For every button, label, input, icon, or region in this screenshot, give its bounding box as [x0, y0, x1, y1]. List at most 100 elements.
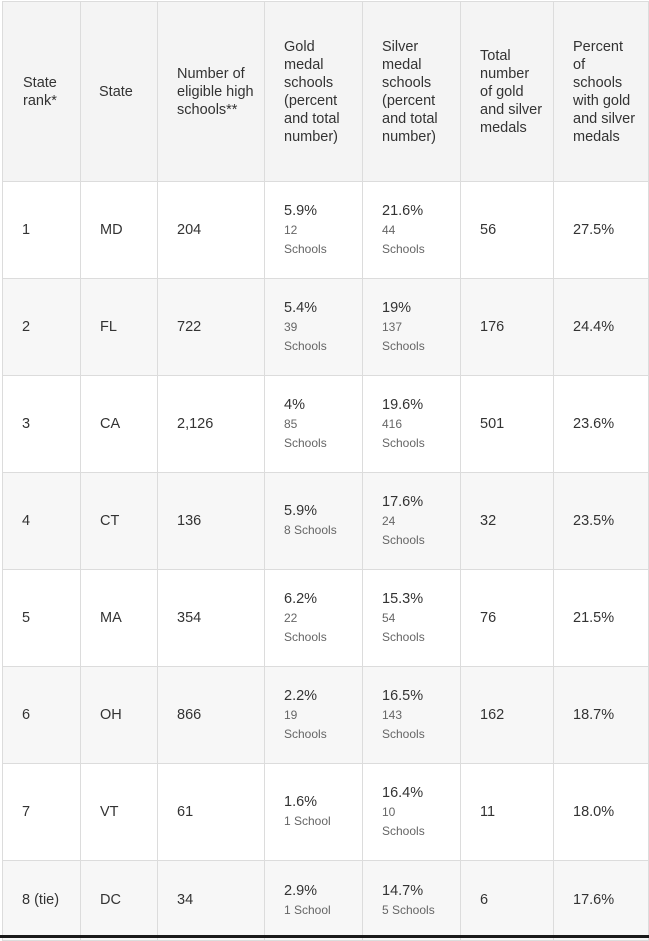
header-percent-with-medals: Percent of schools with gold and silver … [553, 1, 649, 182]
cell-gold: 2.2% 19 Schools [264, 666, 363, 764]
silver-percent: 14.7% [382, 882, 424, 899]
silver-count: 24 Schools [382, 513, 425, 547]
cell-state: CA [80, 375, 158, 473]
gold-count: 39 Schools [284, 319, 327, 353]
silver-count: 10 Schools [382, 804, 425, 838]
silver-percent: 15.3% [382, 590, 424, 607]
cell-silver: 19% 137 Schools [362, 278, 461, 376]
gold-percent: 1.6% [284, 794, 318, 810]
cell-percent: 17.6% [553, 860, 649, 941]
cell-rank: 6 [2, 666, 81, 764]
cell-state: VT [80, 763, 158, 861]
cell-gold: 1.6% 1 School [264, 763, 363, 861]
cell-silver: 16.5% 143 Schools [362, 666, 461, 764]
cell-state: MD [80, 181, 158, 279]
silver-percent: 21.6% [382, 202, 424, 219]
cell-total: 32 [460, 472, 554, 570]
table-row: 7 VT 61 1.6% 1 School 16.4% 10 Schools 11 … [2, 763, 649, 861]
gold-count: 22 Schools [284, 610, 327, 644]
cell-eligible: 2,126 [157, 375, 265, 473]
cell-percent: 21.5% [553, 569, 649, 667]
table-row: 6 OH 866 2.2% 19 Schools 16.5% 143 Schools… [2, 666, 649, 764]
table-row: 2 FL 722 5.4% 39 Schools 19% 137 Schools 1… [2, 278, 649, 376]
cell-gold: 2.9% 1 School [264, 860, 363, 941]
cell-eligible: 204 [157, 181, 265, 279]
silver-percent: 16.5% [382, 687, 424, 704]
cell-eligible: 866 [157, 666, 265, 764]
gold-percent: 2.9% [284, 882, 318, 899]
cell-total: 501 [460, 375, 554, 473]
cell-rank: 2 [2, 278, 81, 376]
cell-gold: 5.9% 12 Schools [264, 181, 363, 279]
cell-total: 56 [460, 181, 554, 279]
header-gold-medal-schools: Gold medal schools (percent and total nu… [264, 1, 363, 182]
cell-rank: 1 [2, 181, 81, 279]
cell-state: CT [80, 472, 158, 570]
silver-percent: 19.6% [382, 396, 424, 413]
cell-percent: 23.5% [553, 472, 649, 570]
table-row: 4 CT 136 5.9% 8 Schools 17.6% 24 Schools 3… [2, 472, 649, 570]
cell-silver: 16.4% 10 Schools [362, 763, 461, 861]
gold-count: 1 School [284, 814, 331, 828]
cell-percent: 18.0% [553, 763, 649, 861]
cell-eligible: 354 [157, 569, 265, 667]
cell-silver: 14.7% 5 Schools [362, 860, 461, 941]
silver-count: 416 Schools [382, 416, 425, 450]
silver-count: 54 Schools [382, 610, 425, 644]
silver-count: 44 Schools [382, 222, 425, 256]
cell-total: 11 [460, 763, 554, 861]
cell-gold: 4% 85 Schools [264, 375, 363, 473]
silver-percent: 16.4% [382, 784, 424, 801]
cell-percent: 23.6% [553, 375, 649, 473]
header-eligible-schools: Number of eligible high schools** [157, 1, 265, 182]
cell-state: OH [80, 666, 158, 764]
cell-rank: 5 [2, 569, 81, 667]
bottom-divider [0, 935, 649, 938]
cell-percent: 18.7% [553, 666, 649, 764]
silver-count: 143 Schools [382, 707, 425, 741]
cell-state: DC [80, 860, 158, 941]
silver-percent: 17.6% [382, 493, 424, 510]
cell-rank: 3 [2, 375, 81, 473]
gold-count: 1 School [284, 902, 331, 917]
header-total-medals: Total number of gold and silver medals [460, 1, 554, 182]
cell-percent: 27.5% [553, 181, 649, 279]
cell-gold: 5.9% 8 Schools [264, 472, 363, 570]
table-row: 3 CA 2,126 4% 85 Schools 19.6% 416 Schools… [2, 375, 649, 473]
cell-rank: 4 [2, 472, 81, 570]
cell-eligible: 61 [157, 763, 265, 861]
cell-state: FL [80, 278, 158, 376]
gold-percent: 6.2% [284, 590, 318, 607]
gold-count: 12 Schools [284, 222, 327, 256]
cell-state: MA [80, 569, 158, 667]
cell-total: 76 [460, 569, 554, 667]
gold-count: 19 Schools [284, 707, 327, 741]
cell-silver: 15.3% 54 Schools [362, 569, 461, 667]
cell-silver: 21.6% 44 Schools [362, 181, 461, 279]
cell-rank: 7 [2, 763, 81, 861]
gold-count: 85 Schools [284, 416, 327, 450]
cell-percent: 24.4% [553, 278, 649, 376]
gold-percent: 2.2% [284, 687, 318, 704]
table-header-row: State rank* State Number of eligible hig… [2, 1, 649, 182]
gold-percent: 5.9% [284, 503, 318, 519]
gold-percent: 5.9% [284, 202, 318, 219]
cell-eligible: 722 [157, 278, 265, 376]
header-state-rank: State rank* [2, 1, 81, 182]
cell-total: 162 [460, 666, 554, 764]
table-row: 1 MD 204 5.9% 12 Schools 21.6% 44 Schools … [2, 181, 649, 279]
cell-total: 6 [460, 860, 554, 941]
cell-rank: 8 (tie) [2, 860, 81, 941]
header-silver-medal-schools: Silver medal schools (percent and total … [362, 1, 461, 182]
gold-count: 8 Schools [284, 523, 337, 537]
silver-count: 137 Schools [382, 319, 425, 353]
silver-count: 5 Schools [382, 902, 435, 917]
gold-percent: 5.4% [284, 299, 318, 316]
table-row: 8 (tie) DC 34 2.9% 1 School 14.7% 5 School… [2, 860, 649, 941]
cell-eligible: 34 [157, 860, 265, 941]
cell-silver: 17.6% 24 Schools [362, 472, 461, 570]
gold-percent: 4% [284, 396, 305, 413]
cell-total: 176 [460, 278, 554, 376]
cell-silver: 19.6% 416 Schools [362, 375, 461, 473]
